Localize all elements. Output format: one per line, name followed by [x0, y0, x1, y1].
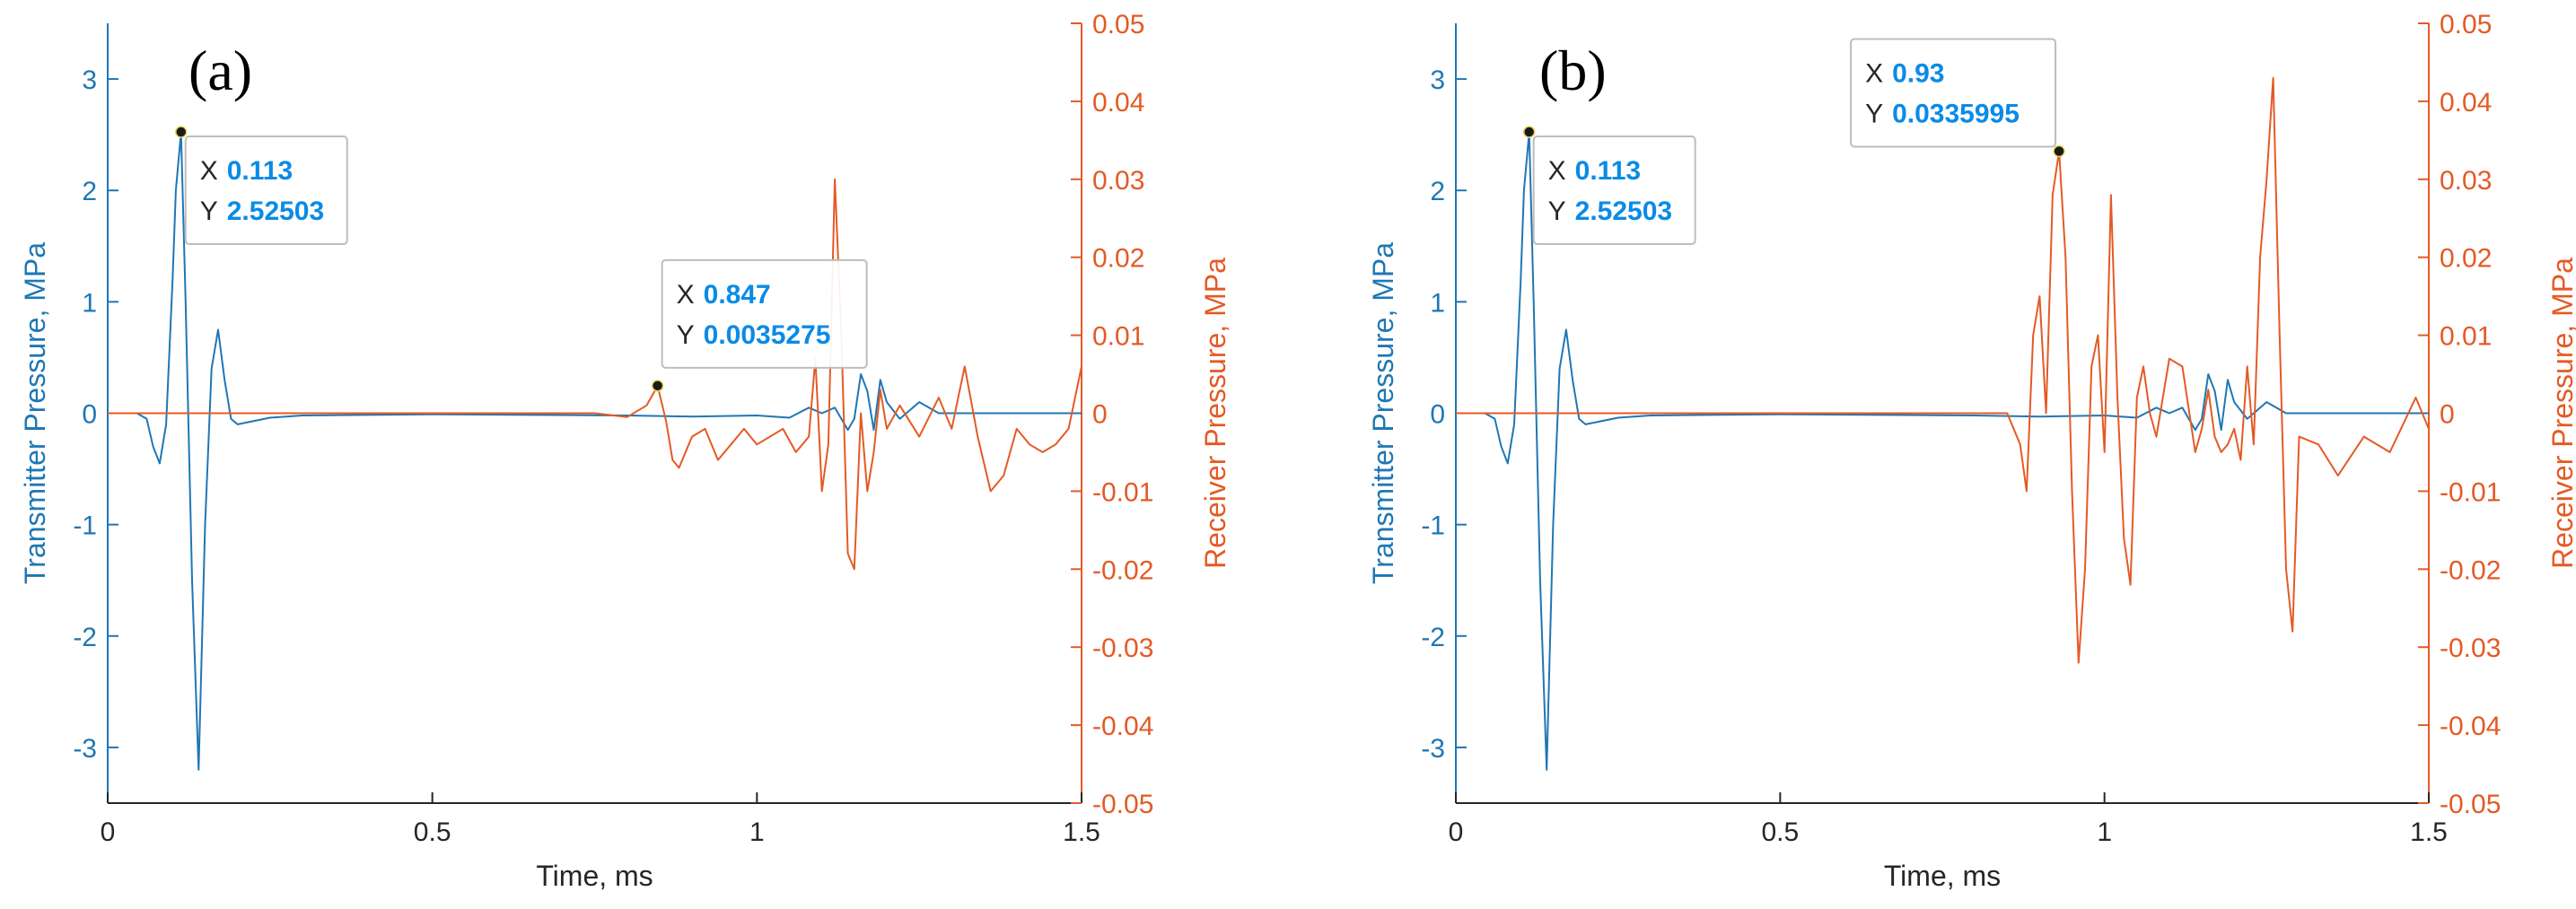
- x-tick-label: 0.5: [414, 817, 451, 847]
- datatip-marker[interactable]: [2053, 144, 2065, 158]
- datatip-box: [184, 135, 348, 246]
- receiver-pressure-line: [108, 178, 1082, 571]
- transmitter-pressure-line: [1456, 131, 2429, 771]
- right-y-tick-label: 0.03: [2440, 166, 2492, 196]
- right-y-tick-label: -0.05: [1092, 790, 1153, 819]
- left-y-tick-label: 0: [1430, 400, 1445, 430]
- x-axis-title: Time, ms: [536, 860, 653, 892]
- datatip-y-value: 0.0035275: [704, 320, 831, 350]
- left-y-tick-label: 2: [82, 177, 97, 206]
- datatip-y-key: Y: [200, 197, 218, 226]
- x-axis-title: Time, ms: [1884, 860, 2001, 892]
- datatip-box: [1850, 38, 2057, 148]
- right-y-tick-label: 0.04: [2440, 88, 2492, 118]
- chart-panel-a: 0 0.5 1 1.5 3 2 1 0 -1 -2 -3 0.05 0.04 0.03 0.02 0.01 0 -…: [19, 10, 1231, 892]
- datatip-marker[interactable]: [1522, 126, 1536, 138]
- datatip-x-key: X: [1865, 59, 1883, 89]
- left-y-tick-label: 3: [1430, 66, 1445, 95]
- left-y-tick-label: -3: [73, 734, 97, 764]
- left-y-tick-label: -3: [1421, 734, 1445, 764]
- datatip-y-value: 2.52503: [1575, 197, 1672, 226]
- right-y-tick-label: 0.02: [2440, 244, 2492, 274]
- left-y-tick-label: 3: [82, 66, 97, 95]
- datatip-y-key: Y: [1548, 197, 1566, 226]
- right-y-axis-title: Receiver Pressure, MPa: [2546, 258, 2576, 569]
- transmitter-pressure-line: [108, 131, 1082, 771]
- right-y-tick-label: -0.01: [1092, 477, 1153, 507]
- datatip-x-value: 0.113: [227, 156, 293, 186]
- right-y-axis-title: Receiver Pressure, MPa: [1199, 258, 1231, 569]
- right-y-tick-label: -0.05: [2440, 790, 2501, 819]
- right-y-tick-label: 0.03: [1092, 166, 1144, 196]
- datatip[interactable]: X 0.113 Y 2.52503: [1522, 126, 1696, 246]
- datatip-x-value: 0.847: [704, 280, 771, 310]
- datatip[interactable]: X 0.93 Y 0.0335995: [1850, 38, 2065, 158]
- left-y-tick-label: -2: [73, 623, 97, 652]
- right-y-tick-label: 0: [2440, 400, 2455, 430]
- receiver-pressure-line: [1456, 76, 2430, 664]
- right-y-tick-label: 0.02: [1092, 244, 1144, 274]
- datatip-x-value: 0.113: [1575, 156, 1641, 186]
- datatip[interactable]: X 0.847 Y 0.0035275: [651, 258, 868, 392]
- right-y-tick-label: 0.05: [1092, 10, 1144, 39]
- left-y-axis-title: Transmitter Pressure, MPa: [19, 242, 51, 584]
- left-y-tick-label: -2: [1421, 623, 1445, 652]
- datatip-y-key: Y: [677, 320, 695, 350]
- datatip-marker[interactable]: [174, 126, 188, 138]
- right-y-tick-label: 0.05: [2440, 10, 2492, 39]
- right-y-tick-label: -0.02: [1092, 555, 1153, 585]
- datatip-y-value: 0.0335995: [1892, 100, 2020, 129]
- left-y-tick-label: -1: [73, 511, 97, 541]
- right-y-tick-label: -0.02: [2440, 555, 2501, 585]
- right-y-tick-label: 0: [1092, 400, 1108, 430]
- x-tick-label: 1: [2097, 817, 2112, 847]
- left-y-tick-label: 2: [1430, 177, 1445, 206]
- datatip-x-value: 0.93: [1892, 59, 1944, 89]
- panel-label: (a): [188, 39, 252, 102]
- left-y-axis-title: Transmitter Pressure, MPa: [1367, 242, 1399, 584]
- datatip-x-key: X: [1548, 156, 1566, 186]
- datatip-x-key: X: [677, 280, 695, 310]
- right-y-tick-label: -0.01: [2440, 477, 2501, 507]
- datatip-y-value: 2.52503: [227, 197, 324, 226]
- x-tick-label: 1.5: [1063, 817, 1100, 847]
- datatip[interactable]: X 0.113 Y 2.52503: [174, 126, 348, 246]
- left-y-tick-label: -1: [1421, 511, 1445, 541]
- x-tick-label: 1: [749, 817, 765, 847]
- left-y-tick-label: 1: [1430, 288, 1445, 318]
- datatip-y-key: Y: [1865, 100, 1883, 129]
- right-y-tick-label: 0.01: [2440, 322, 2492, 352]
- x-tick-label: 0: [101, 817, 116, 847]
- chart-panel-b: 0 0.5 1 1.5 3 2 1 0 -1 -2 -3 0.05 0.04 0.03 0.02 0.01 0 -…: [1367, 10, 2576, 892]
- datatip-marker[interactable]: [651, 380, 664, 392]
- x-tick-label: 0: [1449, 817, 1464, 847]
- right-y-tick-label: 0.01: [1092, 322, 1144, 352]
- datatip-box: [661, 258, 868, 369]
- x-tick-label: 0.5: [1761, 817, 1799, 847]
- datatip-box: [1532, 135, 1696, 246]
- left-y-tick-label: 1: [82, 288, 97, 318]
- left-y-tick-label: 0: [82, 400, 97, 430]
- right-y-tick-label: -0.03: [2440, 634, 2501, 663]
- right-y-tick-label: 0.04: [1092, 88, 1144, 118]
- right-y-tick-label: -0.04: [2440, 712, 2501, 741]
- right-y-tick-label: -0.03: [1092, 634, 1153, 663]
- right-y-tick-label: -0.04: [1092, 712, 1153, 741]
- x-tick-label: 1.5: [2410, 817, 2448, 847]
- datatip-x-key: X: [200, 156, 218, 186]
- panel-label: (b): [1539, 39, 1607, 102]
